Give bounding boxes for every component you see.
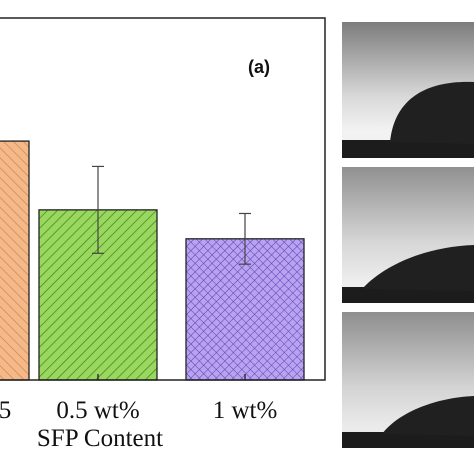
- panel-label: (a): [248, 57, 270, 77]
- x-tick-label-2: 1 wt%: [213, 397, 278, 424]
- ticks-layer: 5 0.5 wt% 1 wt%: [0, 374, 277, 424]
- x-tick-label-1: 0.5 wt%: [56, 397, 139, 424]
- x-tick-label-0: 5: [0, 397, 11, 424]
- bars-layer: [0, 140, 305, 381]
- droplet-photo-3: [342, 312, 474, 448]
- bar-chart: 5 0.5 wt% 1 wt% (a) SFP Content: [0, 17, 326, 452]
- bar-0: [0, 140, 30, 381]
- error-bar-1: [92, 165, 104, 254]
- droplet-photo-2: [342, 167, 474, 303]
- droplet-photo-1: [342, 22, 474, 158]
- error-bar-2: [239, 212, 251, 265]
- plot-frame: [0, 17, 326, 381]
- x-axis-title: SFP Content: [37, 425, 163, 452]
